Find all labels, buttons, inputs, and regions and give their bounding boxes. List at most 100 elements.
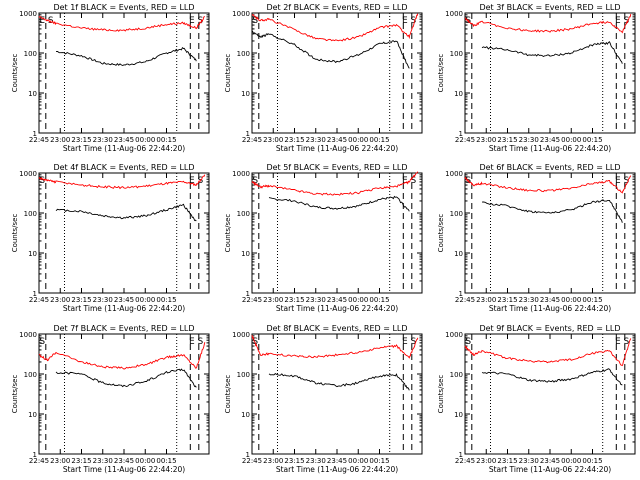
time-marker-label: S xyxy=(48,16,54,26)
time-marker-label: E xyxy=(615,16,621,26)
y-tick-label: 1000 xyxy=(19,331,37,339)
x-tick-label: 00:00 xyxy=(135,296,155,304)
x-tick-label: 00:15 xyxy=(582,136,602,144)
panel-1: Det 1f BLACK = Events, RED = LLD 1 10 100 10… xyxy=(11,3,210,153)
y-tick-label: 1 xyxy=(459,451,463,459)
y-tick-label: 10 xyxy=(454,411,463,419)
panel-title: Det 6f BLACK = Events, RED = LLD xyxy=(479,163,620,172)
panel-4: Det 4f BLACK = Events, RED = LLD 1 10 100 10… xyxy=(11,163,210,313)
panel-title: Det 3f BLACK = Events, RED = LLD xyxy=(479,3,620,12)
y-tick-label: 100 xyxy=(24,210,37,218)
y-tick-label: 1 xyxy=(246,290,250,298)
x-tick-label: 23:00 xyxy=(50,296,70,304)
x-axis-label: Start Time (11-Aug-06 22:44:20) xyxy=(489,465,611,474)
x-tick-label: 00:00 xyxy=(135,457,155,465)
time-marker-label: S xyxy=(411,176,417,186)
events-series-line xyxy=(268,373,410,391)
x-tick-label: 23:30 xyxy=(93,296,113,304)
y-tick-label: 1000 xyxy=(232,10,250,18)
time-marker-label: S xyxy=(198,16,204,26)
y-tick-label: 1 xyxy=(33,451,37,459)
time-marker-label: E xyxy=(402,337,408,347)
x-tick-label: 00:15 xyxy=(369,136,389,144)
x-tick-label: 23:45 xyxy=(327,136,347,144)
x-tick-label: 00:15 xyxy=(156,457,176,465)
y-tick-label: 10 xyxy=(454,250,463,258)
x-tick-label: 00:15 xyxy=(369,457,389,465)
y-axis-label: Counts/sec xyxy=(224,375,232,414)
lld-series-line xyxy=(251,171,419,196)
panel-6: Det 6f BLACK = Events, RED = LLD 1 10 100 10… xyxy=(437,163,636,313)
y-axis-label: Counts/sec xyxy=(437,214,445,253)
x-axis-label: Start Time (11-Aug-06 22:44:20) xyxy=(489,144,611,153)
x-tick-label: 00:00 xyxy=(348,457,368,465)
x-tick-label: 00:00 xyxy=(561,136,581,144)
x-tick-label: 00:00 xyxy=(348,296,368,304)
y-tick-label: 1 xyxy=(33,290,37,298)
x-tick-label: 23:30 xyxy=(519,136,539,144)
panel-title: Det 9f BLACK = Events, RED = LLD xyxy=(479,324,620,333)
x-tick-label: 23:00 xyxy=(476,136,496,144)
y-tick-label: 100 xyxy=(450,210,463,218)
x-tick-label: 00:00 xyxy=(561,296,581,304)
time-marker-label: S xyxy=(39,176,45,186)
x-tick-label: 22:45 xyxy=(455,457,475,465)
x-tick-label: 00:00 xyxy=(135,136,155,144)
x-tick-label: 23:45 xyxy=(540,136,560,144)
x-tick-label: 23:45 xyxy=(540,457,560,465)
y-tick-label: 10 xyxy=(28,90,37,98)
y-tick-label: 1 xyxy=(246,451,250,459)
y-tick-label: 1 xyxy=(459,130,463,138)
x-tick-label: 22:45 xyxy=(242,296,262,304)
x-axis-label: Start Time (11-Aug-06 22:44:20) xyxy=(489,304,611,313)
x-tick-label: 23:15 xyxy=(284,296,304,304)
y-tick-label: 10 xyxy=(241,90,250,98)
x-tick-label: 00:15 xyxy=(369,296,389,304)
lld-series-line xyxy=(38,174,206,190)
time-marker-label: E xyxy=(402,176,408,186)
x-tick-label: 22:45 xyxy=(455,136,475,144)
x-tick-label: 22:45 xyxy=(29,457,49,465)
x-tick-label: 23:45 xyxy=(114,296,134,304)
x-tick-label: 00:15 xyxy=(156,136,176,144)
x-tick-label: 23:30 xyxy=(519,296,539,304)
time-marker-label: E xyxy=(615,176,621,186)
x-tick-label: 23:45 xyxy=(114,136,134,144)
x-tick-label: 00:15 xyxy=(582,457,602,465)
x-tick-label: 00:15 xyxy=(582,296,602,304)
x-tick-label: 23:00 xyxy=(263,457,283,465)
x-tick-label: 23:00 xyxy=(50,136,70,144)
y-tick-label: 10 xyxy=(28,250,37,258)
panel-title: Det 1f BLACK = Events, RED = LLD xyxy=(53,3,194,12)
panel-7: Det 7f BLACK = Events, RED = LLD 1 10 100 10… xyxy=(11,324,210,474)
time-marker-label: E xyxy=(189,176,195,186)
y-tick-label: 1000 xyxy=(19,10,37,18)
y-tick-label: 100 xyxy=(450,50,463,58)
x-tick-label: 23:15 xyxy=(497,296,517,304)
y-axis-label: Counts/sec xyxy=(11,375,19,414)
panel-title: Det 4f BLACK = Events, RED = LLD xyxy=(53,163,194,172)
x-axis-label: Start Time (11-Aug-06 22:44:20) xyxy=(276,144,398,153)
y-tick-label: 1000 xyxy=(19,170,37,178)
events-series-line xyxy=(268,195,410,212)
lld-series-line xyxy=(464,338,632,367)
lld-series-line xyxy=(38,15,206,32)
x-tick-label: 23:30 xyxy=(306,296,326,304)
y-tick-label: 1 xyxy=(33,130,37,138)
x-tick-label: 23:15 xyxy=(71,296,91,304)
panel-3: Det 3f BLACK = Events, RED = LLD 1 10 100 10… xyxy=(437,3,636,153)
y-axis-label: Counts/sec xyxy=(224,54,232,93)
y-tick-label: 10 xyxy=(28,411,37,419)
y-tick-label: 10 xyxy=(241,411,250,419)
x-tick-label: 23:15 xyxy=(284,136,304,144)
y-tick-label: 100 xyxy=(450,371,463,379)
x-tick-label: 23:45 xyxy=(540,296,560,304)
time-marker-label: S xyxy=(252,337,258,347)
y-tick-label: 1 xyxy=(459,290,463,298)
x-tick-label: 00:15 xyxy=(156,296,176,304)
time-marker-label: S xyxy=(198,337,204,347)
x-tick-label: 23:15 xyxy=(71,457,91,465)
x-tick-label: 23:30 xyxy=(519,457,539,465)
events-series-line xyxy=(481,368,623,386)
x-tick-label: 23:30 xyxy=(93,136,113,144)
